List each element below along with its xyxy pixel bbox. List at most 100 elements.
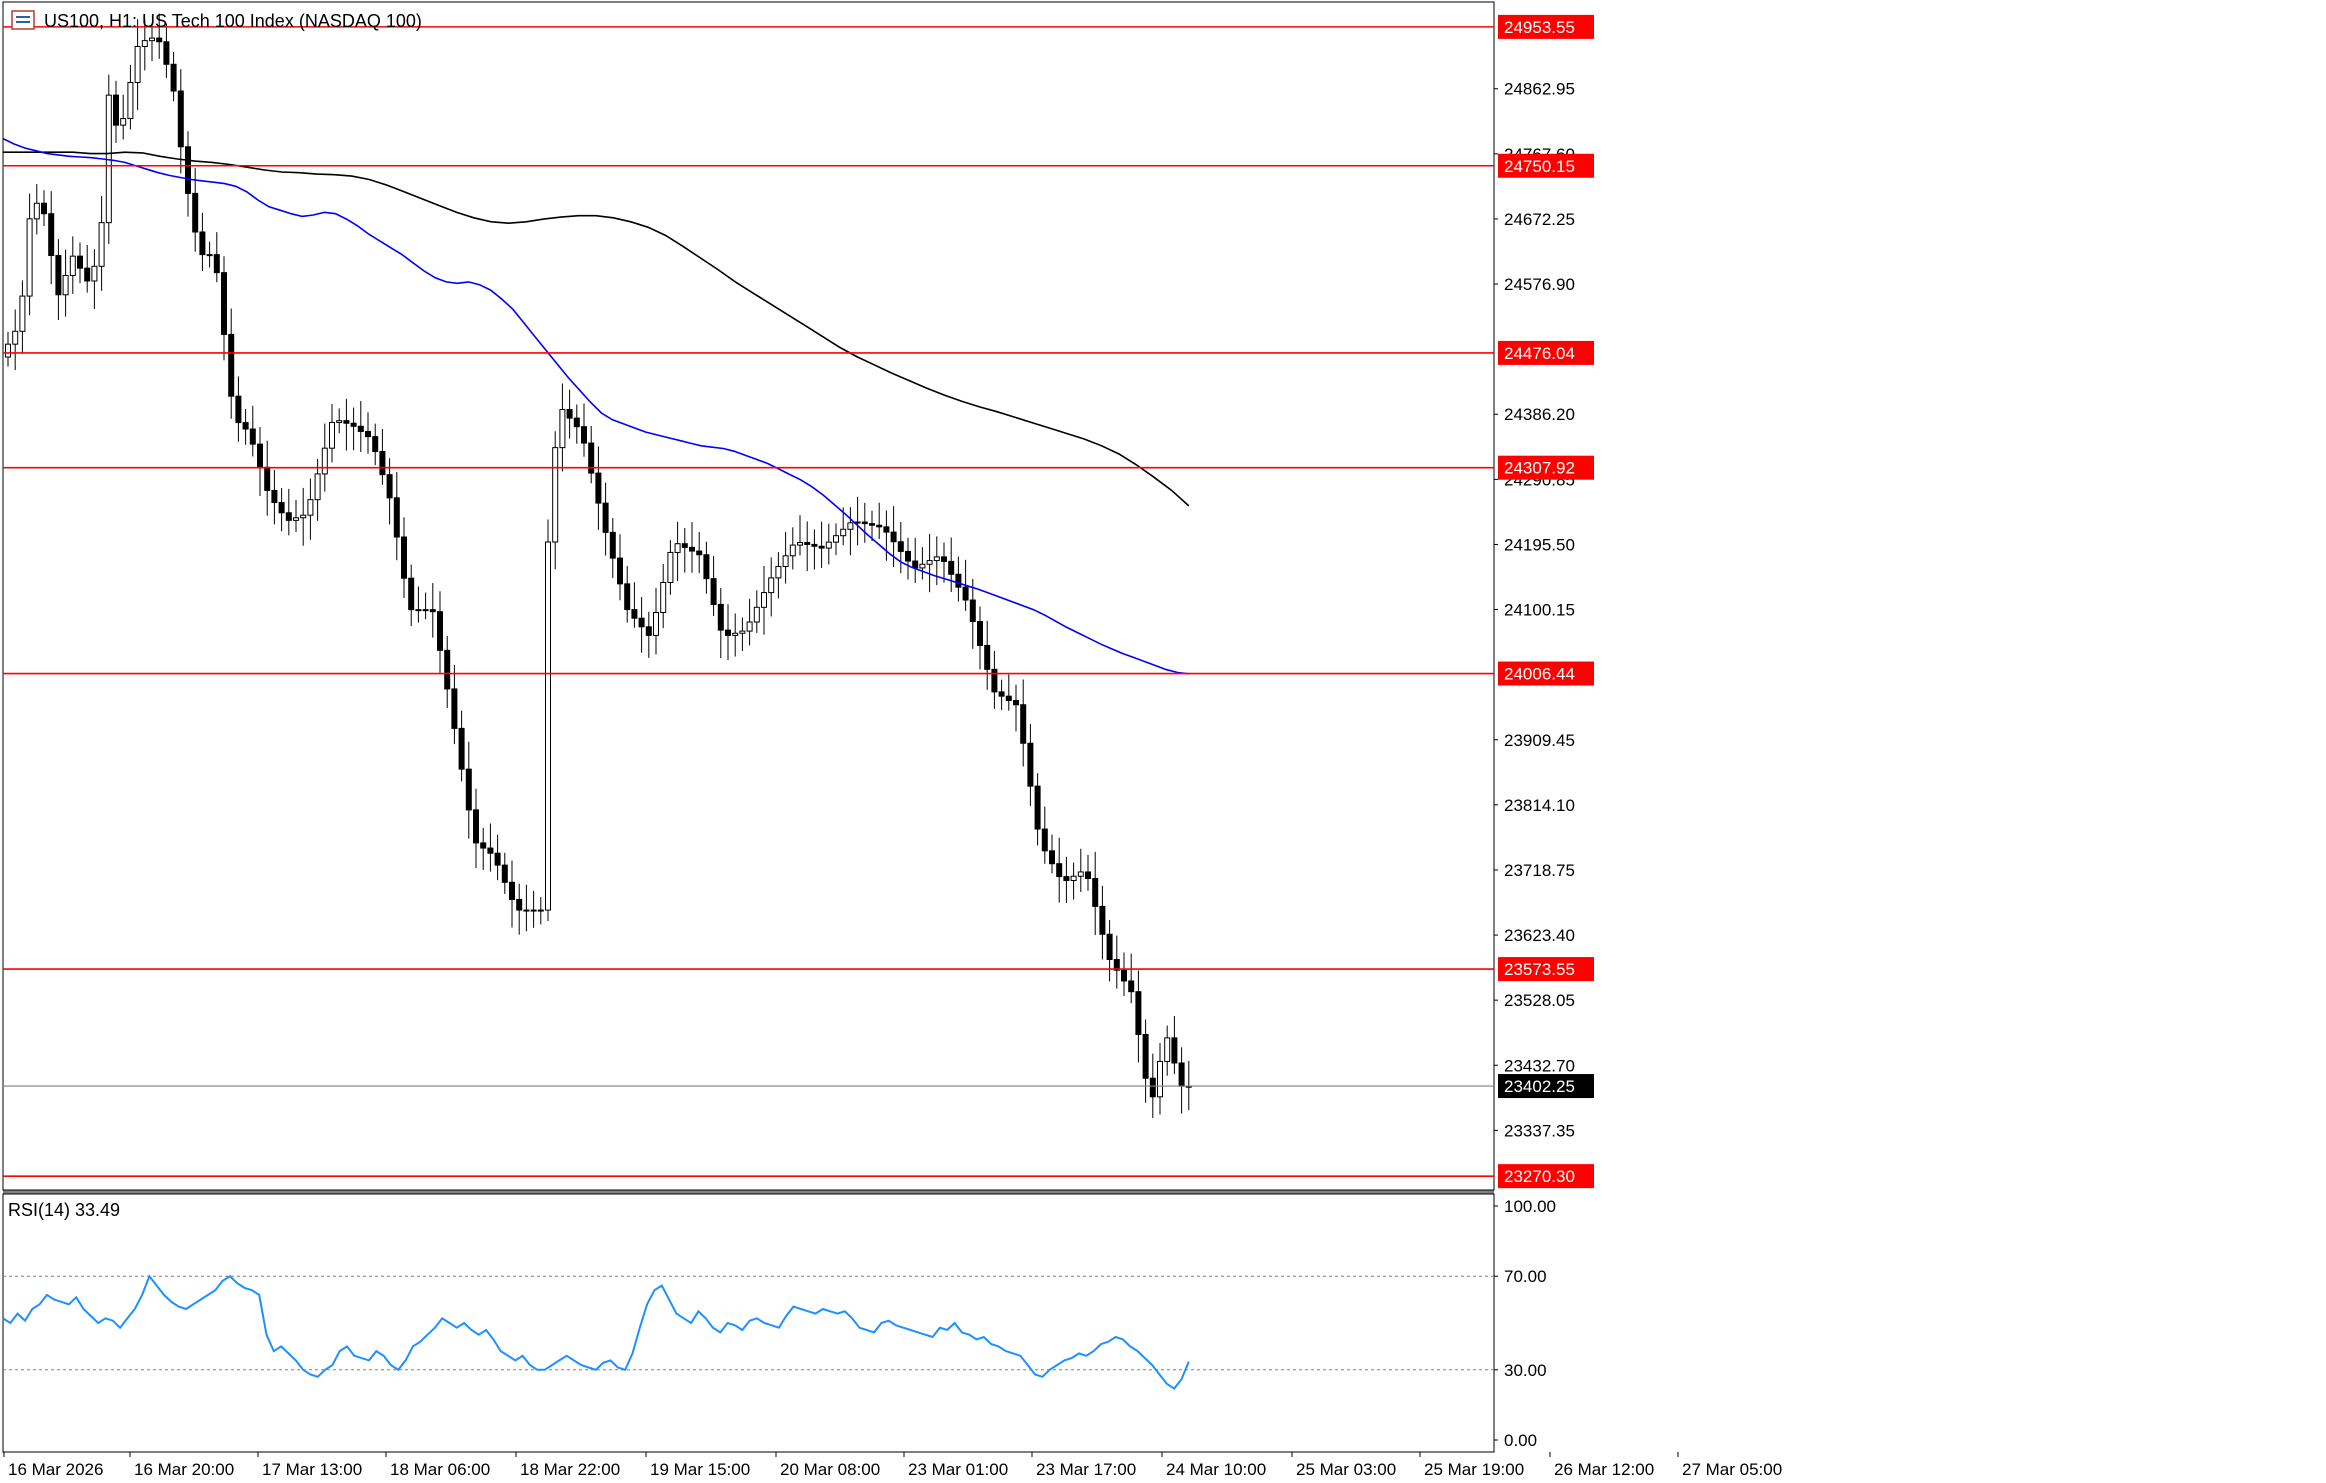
candle-body xyxy=(739,630,746,634)
candle xyxy=(271,469,278,525)
candle xyxy=(91,249,98,309)
level-label: 23573.55 xyxy=(1504,960,1575,979)
candle xyxy=(149,23,155,62)
candle xyxy=(681,527,688,573)
candle xyxy=(213,232,220,283)
candle-body xyxy=(1142,1033,1149,1079)
candle-body xyxy=(494,852,501,866)
candle-body xyxy=(1135,991,1142,1035)
candle xyxy=(638,597,645,653)
candle xyxy=(19,280,26,354)
candle xyxy=(242,408,249,445)
candle-body xyxy=(847,522,854,530)
candle xyxy=(1041,806,1048,864)
y-tick-label: 23909.45 xyxy=(1504,731,1575,750)
candle-body xyxy=(717,603,724,631)
candle-body xyxy=(458,727,465,770)
candle-body xyxy=(141,40,148,48)
candle-body xyxy=(624,583,631,611)
candle-body xyxy=(919,563,926,569)
chart-window-icon[interactable] xyxy=(11,10,35,30)
candle xyxy=(473,788,479,869)
candle xyxy=(725,604,731,660)
candle xyxy=(509,860,515,928)
candle xyxy=(228,308,235,419)
candle-body xyxy=(631,609,638,619)
candle xyxy=(861,502,868,543)
candle-body xyxy=(473,809,479,844)
candle xyxy=(789,527,796,570)
candle-body xyxy=(825,541,832,549)
candle-body xyxy=(602,502,609,533)
y-tick-label: 24576.90 xyxy=(1504,275,1575,294)
y-tick-label: 23718.75 xyxy=(1504,861,1575,880)
candle xyxy=(293,500,299,532)
current-price-box xyxy=(1498,1074,1594,1099)
rsi-title: RSI(14) 33.49 xyxy=(8,1200,120,1220)
candle-body xyxy=(1164,1037,1171,1062)
x-tick-label: 17 Mar 13:00 xyxy=(262,1460,362,1478)
candle xyxy=(624,566,631,623)
candle-body xyxy=(753,606,760,623)
candle-body xyxy=(487,847,494,854)
candle-body xyxy=(595,472,602,504)
main-pane[interactable] xyxy=(2,1,1495,1191)
candle xyxy=(1135,970,1142,1063)
candle-body xyxy=(689,546,695,552)
candle-body xyxy=(278,501,285,514)
candle-body xyxy=(77,255,83,269)
candle-body xyxy=(933,556,940,562)
candle-body xyxy=(588,442,595,474)
candle xyxy=(26,193,33,316)
candle-body xyxy=(991,668,998,693)
candle-body xyxy=(429,609,436,613)
candle-body xyxy=(120,118,127,126)
candle-body xyxy=(581,426,587,444)
candle xyxy=(516,883,523,935)
candle-body xyxy=(559,409,566,449)
candle xyxy=(41,190,47,226)
candle-body xyxy=(1005,695,1012,701)
candle xyxy=(545,519,551,921)
candle xyxy=(235,376,242,442)
x-tick-label: 23 Mar 01:00 xyxy=(908,1460,1008,1478)
level-label: 24006.44 xyxy=(1504,665,1575,684)
candle-body xyxy=(804,542,811,545)
candle-body xyxy=(955,573,962,588)
candle-body xyxy=(242,422,249,430)
candle-body xyxy=(1085,871,1091,879)
candle xyxy=(782,531,789,584)
candle xyxy=(523,884,530,932)
candle xyxy=(689,522,695,573)
candle-body xyxy=(206,254,213,257)
candle xyxy=(494,834,501,881)
candle-body xyxy=(1077,871,1084,877)
candle-body xyxy=(1049,850,1055,865)
candle xyxy=(1142,1019,1149,1103)
level-label-box xyxy=(1498,1164,1594,1189)
candle-body xyxy=(285,512,292,521)
candle-body xyxy=(480,842,487,849)
candle xyxy=(991,650,998,709)
candle xyxy=(1027,724,1034,806)
ma-fast-line xyxy=(2,137,1189,675)
candle xyxy=(365,412,371,454)
candle xyxy=(926,533,933,593)
candle-body xyxy=(962,586,969,601)
candle-body xyxy=(537,909,544,912)
candle xyxy=(703,541,710,594)
candle xyxy=(804,521,811,572)
candle xyxy=(278,488,285,532)
candle-body xyxy=(501,864,508,883)
candle-body xyxy=(451,688,458,729)
candle xyxy=(120,94,127,140)
candle-body xyxy=(732,632,739,636)
candle-body xyxy=(516,898,523,911)
candle xyxy=(811,529,818,570)
candle xyxy=(869,510,875,541)
candle-body xyxy=(127,82,134,120)
candle-body xyxy=(5,343,11,358)
candle-body xyxy=(422,609,429,612)
